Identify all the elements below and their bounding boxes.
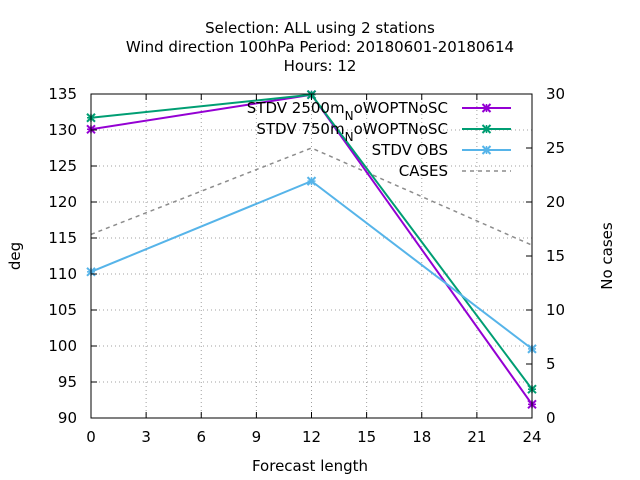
x-tick-label: 21 <box>467 428 486 446</box>
y2-tick-label: 10 <box>546 301 565 319</box>
legend-label-1: STDV 750mNoWOPTNoSC <box>256 120 448 144</box>
y-tick-label: 120 <box>48 193 77 211</box>
y2-tick-label: 30 <box>546 85 565 103</box>
x-tick-label: 15 <box>357 428 376 446</box>
y2-tick-label: 15 <box>546 247 565 265</box>
legend-marker-0 <box>481 103 492 113</box>
legend-label-subscript: N <box>345 130 354 144</box>
x-tick-label: 3 <box>141 428 151 446</box>
y-tick-label: 135 <box>48 85 77 103</box>
legend-label-2: STDV OBS <box>372 141 448 159</box>
y-tick-label: 100 <box>48 337 77 355</box>
y2-tick-label: 5 <box>546 355 556 373</box>
data-point-2-1 <box>306 176 317 186</box>
x-tick-label: 9 <box>252 428 262 446</box>
legend-label-tail: oWOPTNoSC <box>354 99 448 117</box>
legend-marker-1 <box>481 124 492 134</box>
y-tick-label: 110 <box>48 265 77 283</box>
series-line-0 <box>90 93 533 405</box>
y2-axis-label: No cases <box>598 222 616 290</box>
x-tick-label: 0 <box>86 428 96 446</box>
chart-title: Selection: ALL using 2 stations Wind dir… <box>126 19 514 75</box>
legend-label-0: STDV 2500mNoWOPTNoSC <box>247 99 448 123</box>
legend-label-main: STDV 750m <box>256 120 344 138</box>
y-tick-label: 115 <box>48 229 77 247</box>
y-tick-label: 90 <box>58 409 77 427</box>
legend-label-3: CASES <box>399 162 448 180</box>
x-tick-label: 6 <box>196 428 206 446</box>
title-line-2: Wind direction 100hPa Period: 20180601-2… <box>126 38 514 56</box>
y-tick-label: 125 <box>48 157 77 175</box>
title-line-3: Hours: 12 <box>284 57 357 75</box>
legend-label-tail: oWOPTNoSC <box>354 120 448 138</box>
legend-marker-2 <box>481 145 492 155</box>
grid <box>91 94 532 418</box>
title-line-1: Selection: ALL using 2 stations <box>205 19 435 37</box>
y-tick-label: 130 <box>48 121 77 139</box>
axis-ticks: 0 3 6 9 12 15 18 21 2490951001051101151201251301… <box>48 85 565 446</box>
x-tick-label: 12 <box>302 428 321 446</box>
x-tick-label: 18 <box>412 428 431 446</box>
x-tick-label: 24 <box>522 428 541 446</box>
y-tick-label: 95 <box>58 373 77 391</box>
y2-tick-label: 0 <box>546 409 556 427</box>
legend-label-main: STDV 2500m <box>247 99 345 117</box>
y2-tick-label: 20 <box>546 193 565 211</box>
legend-label-subscript: N <box>345 109 354 123</box>
x-axis-label: Forecast length <box>252 457 368 475</box>
y-tick-label: 105 <box>48 301 77 319</box>
y-axis-label: deg <box>6 242 24 270</box>
y2-tick-label: 25 <box>546 139 565 157</box>
